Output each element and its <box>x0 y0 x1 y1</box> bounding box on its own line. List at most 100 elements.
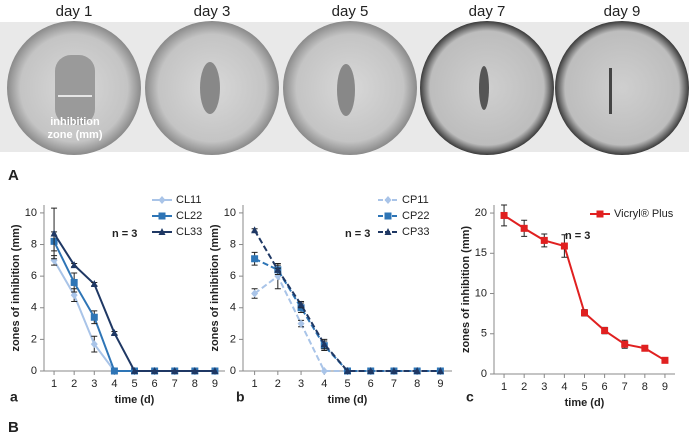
x-tick-label: 1 <box>252 378 258 390</box>
marker <box>110 329 118 337</box>
x-tick-label: 4 <box>321 378 327 390</box>
annotation: n = 3 <box>112 228 137 240</box>
marker <box>90 340 98 349</box>
marker <box>70 278 78 286</box>
day-label: day 5 <box>332 3 369 20</box>
x-tick-label: 2 <box>275 378 281 390</box>
y-tick-label: 5 <box>481 328 487 340</box>
x-tick-label: 9 <box>662 381 668 393</box>
y-tick-label: 20 <box>475 207 487 219</box>
x-tick-label: 5 <box>581 381 587 393</box>
series-line <box>253 229 441 372</box>
panel-label: b <box>236 389 245 405</box>
x-axis-title: time (d) <box>115 394 155 406</box>
x-tick-label: 7 <box>622 381 628 393</box>
marker <box>151 367 159 374</box>
x-tick-label: 9 <box>212 378 218 390</box>
y-tick-label: 2 <box>31 333 37 345</box>
x-tick-label: 6 <box>152 378 158 390</box>
marker <box>171 367 179 374</box>
x-tick-label: 8 <box>642 381 648 393</box>
y-tick-label: 10 <box>25 207 37 219</box>
x-tick-label: 3 <box>541 381 547 393</box>
marker <box>110 367 118 375</box>
x-tick-label: 8 <box>192 378 198 390</box>
marker <box>436 367 444 374</box>
marker <box>601 327 609 335</box>
y-tick-label: 4 <box>31 302 37 314</box>
y-tick-label: 0 <box>31 365 37 377</box>
x-tick-label: 4 <box>561 381 567 393</box>
marker <box>90 313 98 321</box>
marker <box>50 229 58 237</box>
x-axis-title: time (d) <box>328 394 368 406</box>
legend-label: CP11 <box>402 194 429 206</box>
x-tick-label: 9 <box>437 378 443 390</box>
marker <box>211 367 219 374</box>
y-axis-title: zones of inhibition (mm) <box>460 226 472 353</box>
marker <box>70 261 78 269</box>
panel-label: a <box>10 389 18 405</box>
y-tick-label: 6 <box>31 270 37 282</box>
marker <box>191 367 199 374</box>
y-tick-label: 8 <box>230 238 236 250</box>
marker <box>621 340 629 348</box>
day-label: day 3 <box>194 3 231 20</box>
x-tick-label: 5 <box>344 378 350 390</box>
annotation: n = 3 <box>345 228 370 240</box>
x-tick-label: 5 <box>131 378 137 390</box>
marker <box>251 226 259 234</box>
x-tick-label: 6 <box>602 381 608 393</box>
marker <box>158 228 166 235</box>
marker <box>320 340 328 348</box>
marker <box>641 344 649 352</box>
y-tick-label: 15 <box>475 247 487 259</box>
x-tick-label: 7 <box>172 378 178 390</box>
y-tick-label: 4 <box>230 302 236 314</box>
y-tick-label: 0 <box>481 368 487 380</box>
marker <box>661 356 669 364</box>
x-tick-label: 3 <box>298 378 304 390</box>
x-tick-label: 2 <box>71 378 77 390</box>
legend-label: CP22 <box>402 210 430 222</box>
photo-day3 <box>145 21 279 155</box>
marker <box>251 289 259 298</box>
marker <box>384 228 392 235</box>
marker <box>540 236 548 244</box>
marker <box>297 300 305 308</box>
marker <box>367 367 375 374</box>
legend-label: CL22 <box>176 210 202 222</box>
day-label: day 1 <box>56 3 93 20</box>
x-tick-label: 2 <box>521 381 527 393</box>
marker <box>320 367 328 375</box>
panel-letter: A <box>8 167 19 184</box>
y-tick-label: 2 <box>230 333 236 345</box>
marker <box>520 224 528 232</box>
y-axis-title: zones of inhibition (mm) <box>209 224 221 351</box>
marker <box>274 265 282 273</box>
series-line <box>254 257 441 372</box>
marker <box>158 212 166 220</box>
legend-label: CL33 <box>176 226 202 238</box>
day-label: day 7 <box>469 3 506 20</box>
marker <box>131 367 138 374</box>
marker <box>560 242 568 250</box>
x-tick-label: 1 <box>501 381 507 393</box>
marker <box>344 367 351 374</box>
x-tick-label: 1 <box>51 378 57 390</box>
photo-day9 <box>555 21 689 155</box>
marker <box>384 196 392 204</box>
x-tick-label: 8 <box>414 378 420 390</box>
legend-label: CL11 <box>176 194 201 206</box>
y-tick-label: 10 <box>224 207 236 219</box>
photo-day5 <box>283 21 417 155</box>
y-tick-label: 8 <box>31 238 37 250</box>
annotation: n = 3 <box>565 230 590 242</box>
y-tick-label: 0 <box>230 365 236 377</box>
marker <box>500 211 508 219</box>
panel-letter: B <box>8 419 19 436</box>
x-axis-title: time (d) <box>565 397 605 409</box>
x-tick-label: 3 <box>91 378 97 390</box>
x-tick-label: 7 <box>391 378 397 390</box>
